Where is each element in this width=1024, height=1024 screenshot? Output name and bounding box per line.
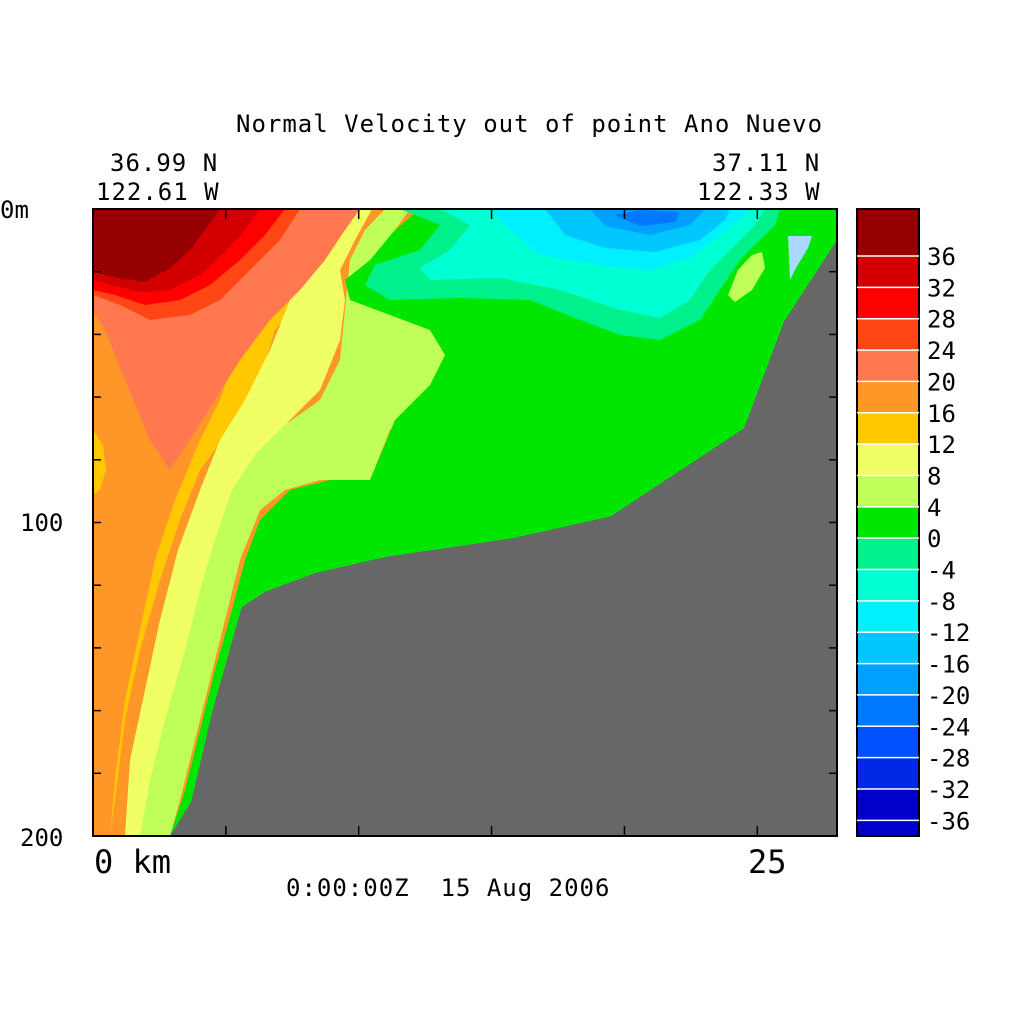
colorbar-swatch: [857, 569, 919, 601]
colorbar-tick-label: -8: [927, 588, 956, 616]
colorbar-tick-label: -32: [927, 776, 970, 804]
velocity-contour-fill: [93, 209, 837, 836]
colorbar-swatch: [857, 538, 919, 570]
y-tick-label-0: 0m: [0, 196, 29, 224]
colorbar-swatch: [857, 350, 919, 382]
colorbar-tick-label: -20: [927, 682, 970, 710]
colorbar-swatch: [857, 209, 919, 257]
colorbar-swatch: [857, 757, 919, 789]
colorbar-swatch: [857, 475, 919, 507]
x-tick-label-25: 25: [748, 843, 787, 881]
colorbar-tick-label: 28: [927, 306, 956, 334]
colorbar-tick-label: 12: [927, 431, 956, 459]
right-longitude: 122.33 W: [697, 178, 821, 206]
colorbar-swatch: [857, 506, 919, 539]
colorbar-swatch: [857, 726, 919, 758]
seafloor-terrain: [170, 240, 837, 836]
chart-title: Normal Velocity out of point Ano Nuevo: [236, 110, 824, 138]
colorbar-swatch: [857, 788, 919, 837]
colorbar-tick-label: 36: [927, 243, 956, 271]
colorbar: [857, 209, 919, 837]
y-tick-label-100: 100: [20, 509, 64, 537]
colorbar-tick-label: -16: [927, 651, 970, 679]
colorbar-swatch: [857, 444, 919, 476]
colorbar-tick-label: 4: [927, 494, 941, 522]
left-longitude: 122.61 W: [96, 178, 220, 206]
colorbar-tick-label: -12: [927, 619, 970, 647]
colorbar-swatch: [857, 381, 919, 413]
colorbar-tick-label: 24: [927, 337, 956, 365]
colorbar-tick-label: -4: [927, 557, 956, 585]
colorbar-tick-label: -28: [927, 745, 970, 773]
right-latitude: 37.11 N: [712, 149, 821, 177]
colorbar-tick-label: 8: [927, 462, 941, 490]
colorbar-swatch: [857, 412, 919, 445]
colorbar-tick-label: 16: [927, 400, 956, 428]
colorbar-labels: 36 32 28 24 20 16 12 8 4 0 -4 -8 -12 -16 -20 -24 -28 -32 -…: [857, 243, 970, 835]
colorbar-swatch: [857, 600, 919, 633]
colorbar-tick-label: -24: [927, 713, 970, 741]
colorbar-swatch: [857, 632, 919, 664]
colorbar-swatch: [857, 694, 919, 727]
colorbar-swatch: [857, 663, 919, 695]
plot-ticks: [93, 209, 837, 836]
left-latitude: 36.99 N: [110, 149, 219, 177]
colorbar-tick-label: 32: [927, 274, 956, 302]
colorbar-swatch: [857, 318, 919, 351]
colorbar-frame: [856, 208, 920, 837]
timestamp: 0:00:00Z 15 Aug 2006: [286, 874, 611, 902]
y-tick-label-200: 200: [20, 824, 64, 852]
colorbar-swatch: [857, 256, 919, 288]
colorbar-tick-label: -36: [927, 807, 970, 835]
colorbar-tick-label: 0: [927, 525, 941, 553]
colorbar-tick-label: 20: [927, 368, 956, 396]
x-tick-label-0km: 0 km: [94, 843, 172, 881]
colorbar-swatch: [857, 287, 919, 319]
